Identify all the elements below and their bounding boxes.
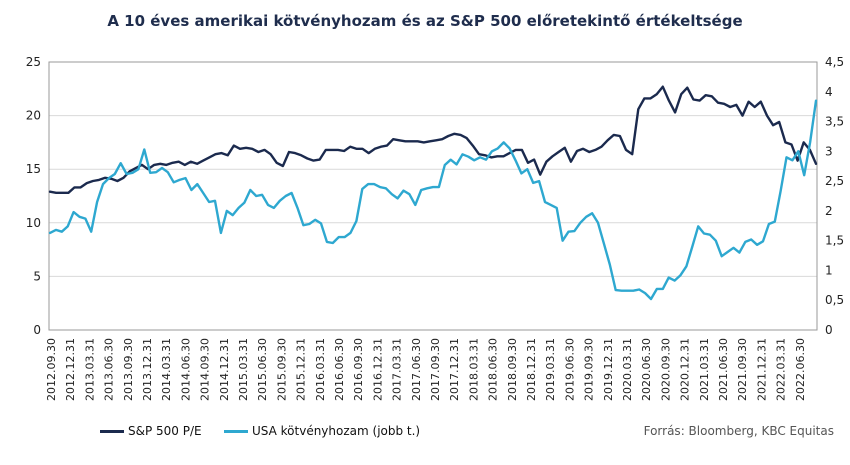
- y-left-tick-label: 0: [33, 323, 41, 337]
- series-line-pe: [48, 85, 818, 195]
- x-tick-label: 2021.06.30: [717, 338, 730, 401]
- y-right-tick-label: 2,5: [825, 174, 844, 188]
- x-tick-label: 2015.03.31: [237, 338, 250, 401]
- x-tick-label: 2019.12.31: [602, 338, 615, 401]
- x-tick-label: 2018.06.30: [487, 338, 500, 401]
- y-left-tick-label: 5: [33, 269, 41, 283]
- x-tick-label: 2016.03.31: [314, 338, 327, 401]
- legend-swatch-yield: [224, 429, 248, 433]
- y-right-tick-label: 0: [825, 323, 833, 337]
- x-tick-label: 2022.03.31: [775, 338, 788, 401]
- x-tick-label: 2017.06.30: [410, 338, 423, 401]
- x-tick-label: 2021.09.30: [736, 338, 749, 401]
- source-note: Forrás: Bloomberg, KBC Equitas: [643, 424, 834, 438]
- x-tick-label: 2018.03.31: [467, 338, 480, 401]
- y-right-tick-label: 3,5: [825, 115, 844, 129]
- x-tick-label: 2012.12.31: [64, 338, 77, 401]
- x-tick-label: 2017.03.31: [391, 338, 404, 401]
- series-line-yield: [48, 99, 818, 301]
- chart-title: A 10 éves amerikai kötvényhozam és az S&…: [107, 12, 743, 30]
- x-tick-label: 2019.06.30: [563, 338, 576, 401]
- x-tick-label: 2012.09.30: [45, 338, 58, 401]
- y-right-tick-label: 4,5: [825, 55, 844, 69]
- x-tick-label: 2017.09.30: [429, 338, 442, 401]
- x-tick-label: 2020.03.31: [621, 338, 634, 401]
- x-tick-label: 2017.12.31: [448, 338, 461, 401]
- y-right-tick-label: 1,5: [825, 234, 844, 248]
- legend-item-yield: USA kötvényhozam (jobb t.): [224, 424, 420, 438]
- x-tick-label: 2014.09.30: [199, 338, 212, 401]
- x-tick-label: 2016.12.31: [371, 338, 384, 401]
- y-right-tick-label: 4: [825, 85, 833, 99]
- y-left-tick-label: 20: [26, 109, 41, 123]
- x-tick-label: 2019.03.31: [544, 338, 557, 401]
- x-tick-label: 2018.09.30: [506, 338, 519, 401]
- x-tick-label: 2014.12.31: [218, 338, 231, 401]
- legend-swatch-pe: [100, 429, 124, 433]
- y-right-tick-label: 3: [825, 144, 833, 158]
- x-tick-label: 2019.09.30: [583, 338, 596, 401]
- x-tick-label: 2013.09.30: [122, 338, 135, 401]
- x-tick-label: 2022.06.30: [794, 338, 807, 401]
- y-left-tick-label: 25: [26, 55, 41, 69]
- y-right-tick-label: 1: [825, 263, 833, 277]
- legend-item-pe: S&P 500 P/E: [100, 424, 202, 438]
- x-tick-label: 2020.09.30: [659, 338, 672, 401]
- x-tick-label: 2020.06.30: [640, 338, 653, 401]
- y-right-tick-label: 0,5: [825, 293, 844, 307]
- x-tick-label: 2015.09.30: [275, 338, 288, 401]
- x-tick-label: 2021.03.31: [698, 338, 711, 401]
- x-tick-label: 2018.12.31: [525, 338, 538, 401]
- y-right-tick-label: 2: [825, 204, 833, 218]
- x-tick-label: 2014.06.30: [179, 338, 192, 401]
- y-left-tick-label: 10: [26, 216, 41, 230]
- x-tick-label: 2016.06.30: [333, 338, 346, 401]
- legend-label-pe: S&P 500 P/E: [128, 424, 202, 438]
- y-left-tick-label: 15: [26, 162, 41, 176]
- plot-frame: [48, 61, 818, 331]
- x-tick-label: 2013.12.31: [141, 338, 154, 401]
- x-tick-label: 2015.06.30: [256, 338, 269, 401]
- x-tick-label: 2013.03.31: [83, 338, 96, 401]
- x-tick-label: 2015.12.31: [295, 338, 308, 401]
- x-tick-label: 2014.03.31: [160, 338, 173, 401]
- x-tick-label: 2016.09.30: [352, 338, 365, 401]
- x-tick-label: 2013.06.30: [103, 338, 116, 401]
- x-tick-label: 2020.12.31: [679, 338, 692, 401]
- x-tick-label: 2021.12.31: [755, 338, 768, 401]
- legend-label-yield: USA kötvényhozam (jobb t.): [252, 424, 421, 438]
